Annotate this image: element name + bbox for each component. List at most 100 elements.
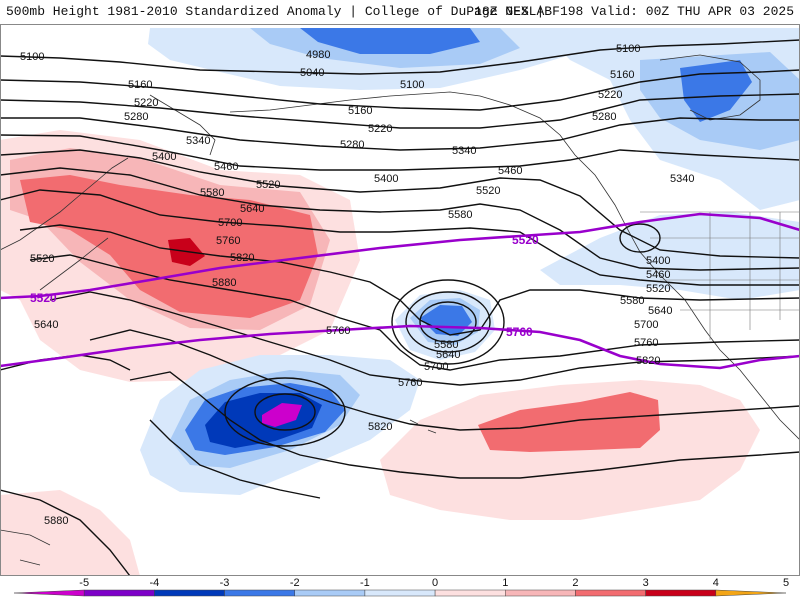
colorbar-segment [364,589,436,597]
contour-labels: 5100 5160 5220 5280 5340 5400 5460 5520 … [20,43,694,527]
height-contours [0,39,800,576]
label-5220-mid: 5220 [368,123,392,135]
label-5520-east: 5520 [646,283,670,295]
colorbar-segment [715,589,787,597]
negative-anomaly-pacific-center [262,403,302,427]
label-5460-east: 5460 [646,269,670,281]
colorbar-tick-label: -5 [79,577,89,589]
label-5760-east: 5760 [634,337,658,349]
coast-aleutians [229,93,421,113]
low-contours [224,223,661,447]
run-info: 18Z GFS | F198 Valid: 00Z THU APR 03 202… [474,4,794,19]
label-5640-east: 5640 [648,305,672,317]
reference-labels: 5520 5520 5760 [30,233,539,339]
colorbar-segment [505,589,576,597]
colorbar-segment [575,589,646,597]
reference-label-5520-east: 5520 [512,233,539,247]
label-5400-east: 5400 [646,255,670,267]
label-5280-mid: 5280 [340,139,364,151]
colorbar-tick-label: 1 [502,577,508,589]
label-5640-low: 5640 [436,349,460,361]
reference-contours [0,212,800,370]
colorbar-tick-label: -4 [149,577,159,589]
colorbar-segment [224,589,295,597]
reference-label-5760: 5760 [506,325,533,339]
label-5520: 5520 [256,179,280,191]
colorbar-tick-label: -3 [220,577,230,589]
positive-anomaly-southwest [0,490,140,576]
label-5580: 5580 [200,187,224,199]
label-5700-east: 5700 [634,319,658,331]
label-5760: 5760 [216,235,240,247]
label-5340: 5340 [186,135,210,147]
label-5580-east: 5580 [620,295,644,307]
label-5280: 5280 [124,111,148,123]
label-5220: 5220 [134,97,158,109]
coast-asia [0,157,129,251]
label-5820: 5820 [230,252,254,264]
reference-label-5520-west: 5520 [30,291,57,305]
colorbar-tick-label: 2 [572,577,578,589]
map-canvas: 5100 5160 5220 5280 5340 5400 5460 5520 … [0,24,800,576]
label-5460: 5460 [214,161,238,173]
label-5400-mid: 5400 [374,173,398,185]
coast-japan [39,237,109,291]
political-borders [640,211,800,340]
label-5640-west: 5640 [34,319,58,331]
label-5160: 5160 [128,79,152,91]
label-5820-south: 5820 [368,421,392,433]
label-5160-east: 5160 [610,69,634,81]
coast-hawaii [409,419,437,434]
coast-alaska [419,91,800,441]
label-5640: 5640 [240,203,264,215]
reference-line-5520 [0,212,800,300]
label-5580-mid: 5580 [448,209,472,221]
label-5100-east: 5100 [616,43,640,55]
label-5820-east: 5820 [636,355,660,367]
coast-kamchatka [149,94,216,156]
label-5340-mid: 5340 [452,145,476,157]
colorbar-segment [83,589,155,597]
negative-anomaly-central [540,212,800,300]
coast-new-guinea [0,529,51,566]
anomaly-shading [0,28,800,576]
colorbar-segment [294,589,366,597]
map-panel: 5100 5160 5220 5280 5340 5400 5460 5520 … [0,24,800,576]
label-5760-cutoff: 5760 [326,325,350,337]
colorbar-segment [154,589,225,597]
colorbar-tick-label: 0 [432,577,438,589]
label-5340-east: 5340 [670,173,694,185]
label-5760-low: 5760 [398,377,422,389]
negative-anomaly-northeast-center [680,60,752,122]
colorbar-tick-label: -2 [290,577,300,589]
negative-anomaly-north-center [300,28,480,54]
header-bar: 500mb Height 1981-2010 Standardized Anom… [0,0,800,24]
colorbar-segment [645,589,717,597]
label-5160-mid: 5160 [348,105,372,117]
label-5220-east: 5220 [598,89,622,101]
reference-line-5760 [0,324,800,370]
label-5580-low: 5580 [434,339,458,351]
label-5100-mid: 5100 [400,79,424,91]
colorbar-tick-label: 3 [643,577,649,589]
label-4980: 4980 [306,49,330,61]
label-5520-west: 5520 [30,253,54,265]
label-5460-mid: 5460 [498,165,522,177]
label-5280-east: 5280 [592,111,616,123]
colorbar-tick-label: -1 [360,577,370,589]
colorbar-tick-label: 5 [783,577,789,589]
label-5400: 5400 [152,151,176,163]
label-5700-low: 5700 [424,361,448,373]
label-5100: 5100 [20,51,44,63]
colorbar-segment [13,589,85,597]
colorbar-svg: -5 -4 -3 -2 -1 0 1 2 3 4 5 [13,577,789,597]
label-5880: 5880 [212,277,236,289]
positive-anomaly-west-core [20,175,318,318]
label-5700: 5700 [218,217,242,229]
colorbar: -5 -4 -3 -2 -1 0 1 2 3 4 5 [0,576,800,600]
colorbar-segment [434,589,506,597]
label-5880-southwest: 5880 [44,515,68,527]
map-title: 500mb Height 1981-2010 Standardized Anom… [6,4,553,19]
label-5520-mid: 5520 [476,185,500,197]
